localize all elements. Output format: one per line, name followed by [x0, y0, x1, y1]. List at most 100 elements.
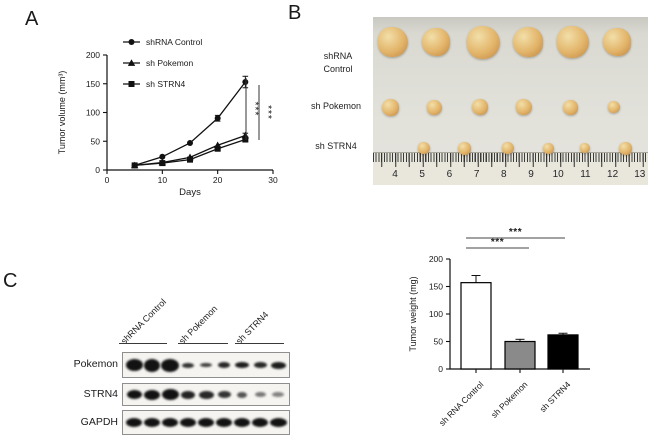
tumor — [472, 99, 488, 115]
significance-stars: *** — [249, 102, 260, 117]
blot-band — [161, 389, 179, 400]
blot-band — [182, 362, 194, 368]
y-tick-label: 0 — [95, 165, 100, 175]
tumor-photo: 4 5 6 7 8 9 10 11 12 13 — [373, 17, 648, 185]
ruler-number: 9 — [528, 169, 534, 180]
legend-label: shRNA Control — [146, 37, 202, 47]
blot-band — [270, 361, 286, 369]
y-axis-title: Tumor weight (mg) — [408, 276, 418, 351]
panel-c-letter: C — [3, 270, 18, 292]
legend-label: sh Pokemon — [146, 58, 194, 68]
tumor — [422, 28, 450, 56]
blot-group-label-control: shRNA Control — [118, 296, 169, 346]
blot-band — [237, 391, 247, 398]
ruler-number: 13 — [634, 169, 646, 180]
marker-square — [128, 81, 135, 87]
ruler-number: 11 — [580, 169, 591, 180]
blot-band — [252, 418, 268, 427]
blot-band — [126, 390, 142, 399]
series-line — [134, 81, 246, 167]
marker-circle — [187, 139, 193, 146]
axes — [106, 55, 273, 171]
x-category-label: sh STRN4 — [538, 379, 573, 414]
blot-band — [253, 362, 267, 368]
significance-stars: *** — [491, 237, 504, 248]
tumor — [513, 27, 543, 57]
blot-band — [269, 418, 287, 427]
blot-band — [218, 362, 230, 368]
blot-group-underline — [178, 343, 228, 344]
blot-pokemon — [122, 352, 290, 378]
tumor — [378, 27, 408, 57]
blot-band — [144, 389, 160, 400]
ruler-major-ticks — [373, 153, 648, 167]
blot-band — [235, 362, 249, 368]
blot-band — [217, 391, 231, 398]
x-tick-label: 10 — [158, 175, 168, 185]
marker-square — [187, 156, 193, 163]
x-category-label: sh Pokemon — [489, 379, 530, 420]
ruler-number: 10 — [552, 169, 564, 180]
blot-band — [180, 418, 196, 427]
blot-band — [144, 358, 160, 372]
blot-band — [198, 418, 214, 427]
marker-circle — [214, 115, 221, 122]
blot-band — [272, 392, 284, 397]
y-tick-label: 150 — [429, 282, 443, 292]
blot-band — [181, 390, 195, 399]
marker-circle — [159, 153, 166, 160]
blot-group-label-pokemon: sh Pokemon — [176, 303, 220, 346]
blot-group-underline — [235, 343, 284, 344]
significance-stars: *** — [262, 105, 273, 120]
panel-a-letter: A — [25, 8, 39, 30]
legend-label: sh STRN4 — [146, 79, 185, 89]
ruler-number: 6 — [446, 169, 453, 180]
tumor — [542, 142, 554, 154]
x-category-label: sh RNA Control — [437, 379, 486, 428]
blot-group-label-strn4: sh STRN4 — [233, 309, 271, 346]
tumor — [381, 98, 399, 116]
tumor — [618, 141, 632, 155]
tumor — [502, 142, 514, 154]
tumor — [608, 101, 620, 113]
blot-label-strn4: STRN4 — [83, 388, 118, 400]
y-tick-label: 0 — [438, 364, 443, 374]
blot-group-underline — [119, 343, 167, 344]
bar — [460, 282, 492, 370]
blot-band — [234, 418, 250, 427]
tumor-volume-line-chart: 0 50 100 150 200 0 10 20 30 Days Tumor volume (mm³… — [57, 37, 278, 198]
y-tick-label: 150 — [86, 79, 100, 89]
tumor-weight-bar-chart: 0 50 100 150 200 Tumor weight (mg) sh RNA Cont… — [408, 227, 590, 428]
blot-band — [198, 390, 214, 399]
marker-triangle — [127, 59, 136, 66]
tumor — [418, 142, 430, 154]
blot-strn4 — [122, 383, 290, 406]
x-tick-label: 20 — [213, 175, 223, 185]
bar — [504, 340, 536, 370]
ruler-number: 12 — [607, 169, 619, 180]
blot-band — [144, 418, 160, 427]
ruler-number: 5 — [419, 169, 425, 180]
x-tick-label: 0 — [105, 175, 110, 185]
photo-row-label-strn4: sh STRN4 — [315, 141, 357, 151]
marker-square — [242, 136, 249, 143]
blot-band — [162, 418, 178, 427]
panel-b-letter: B — [288, 2, 302, 24]
marker-circle — [242, 79, 249, 86]
blot-label-pokemon: Pokemon — [73, 358, 118, 370]
tumor — [516, 99, 532, 115]
blot-band — [161, 358, 179, 372]
blot-band — [125, 359, 143, 371]
y-tick-label: 50 — [434, 337, 444, 347]
y-axis-title: Tumor volume (mm³) — [57, 71, 67, 155]
tumor — [557, 26, 589, 58]
blot-band — [216, 418, 232, 427]
significance-stars: *** — [509, 227, 522, 238]
tumor — [562, 99, 578, 115]
x-axis-title: Days — [179, 187, 201, 198]
tumor — [603, 28, 631, 56]
blot-band — [126, 418, 142, 427]
ruler-number: 7 — [473, 169, 480, 180]
marker-circle — [128, 39, 135, 45]
